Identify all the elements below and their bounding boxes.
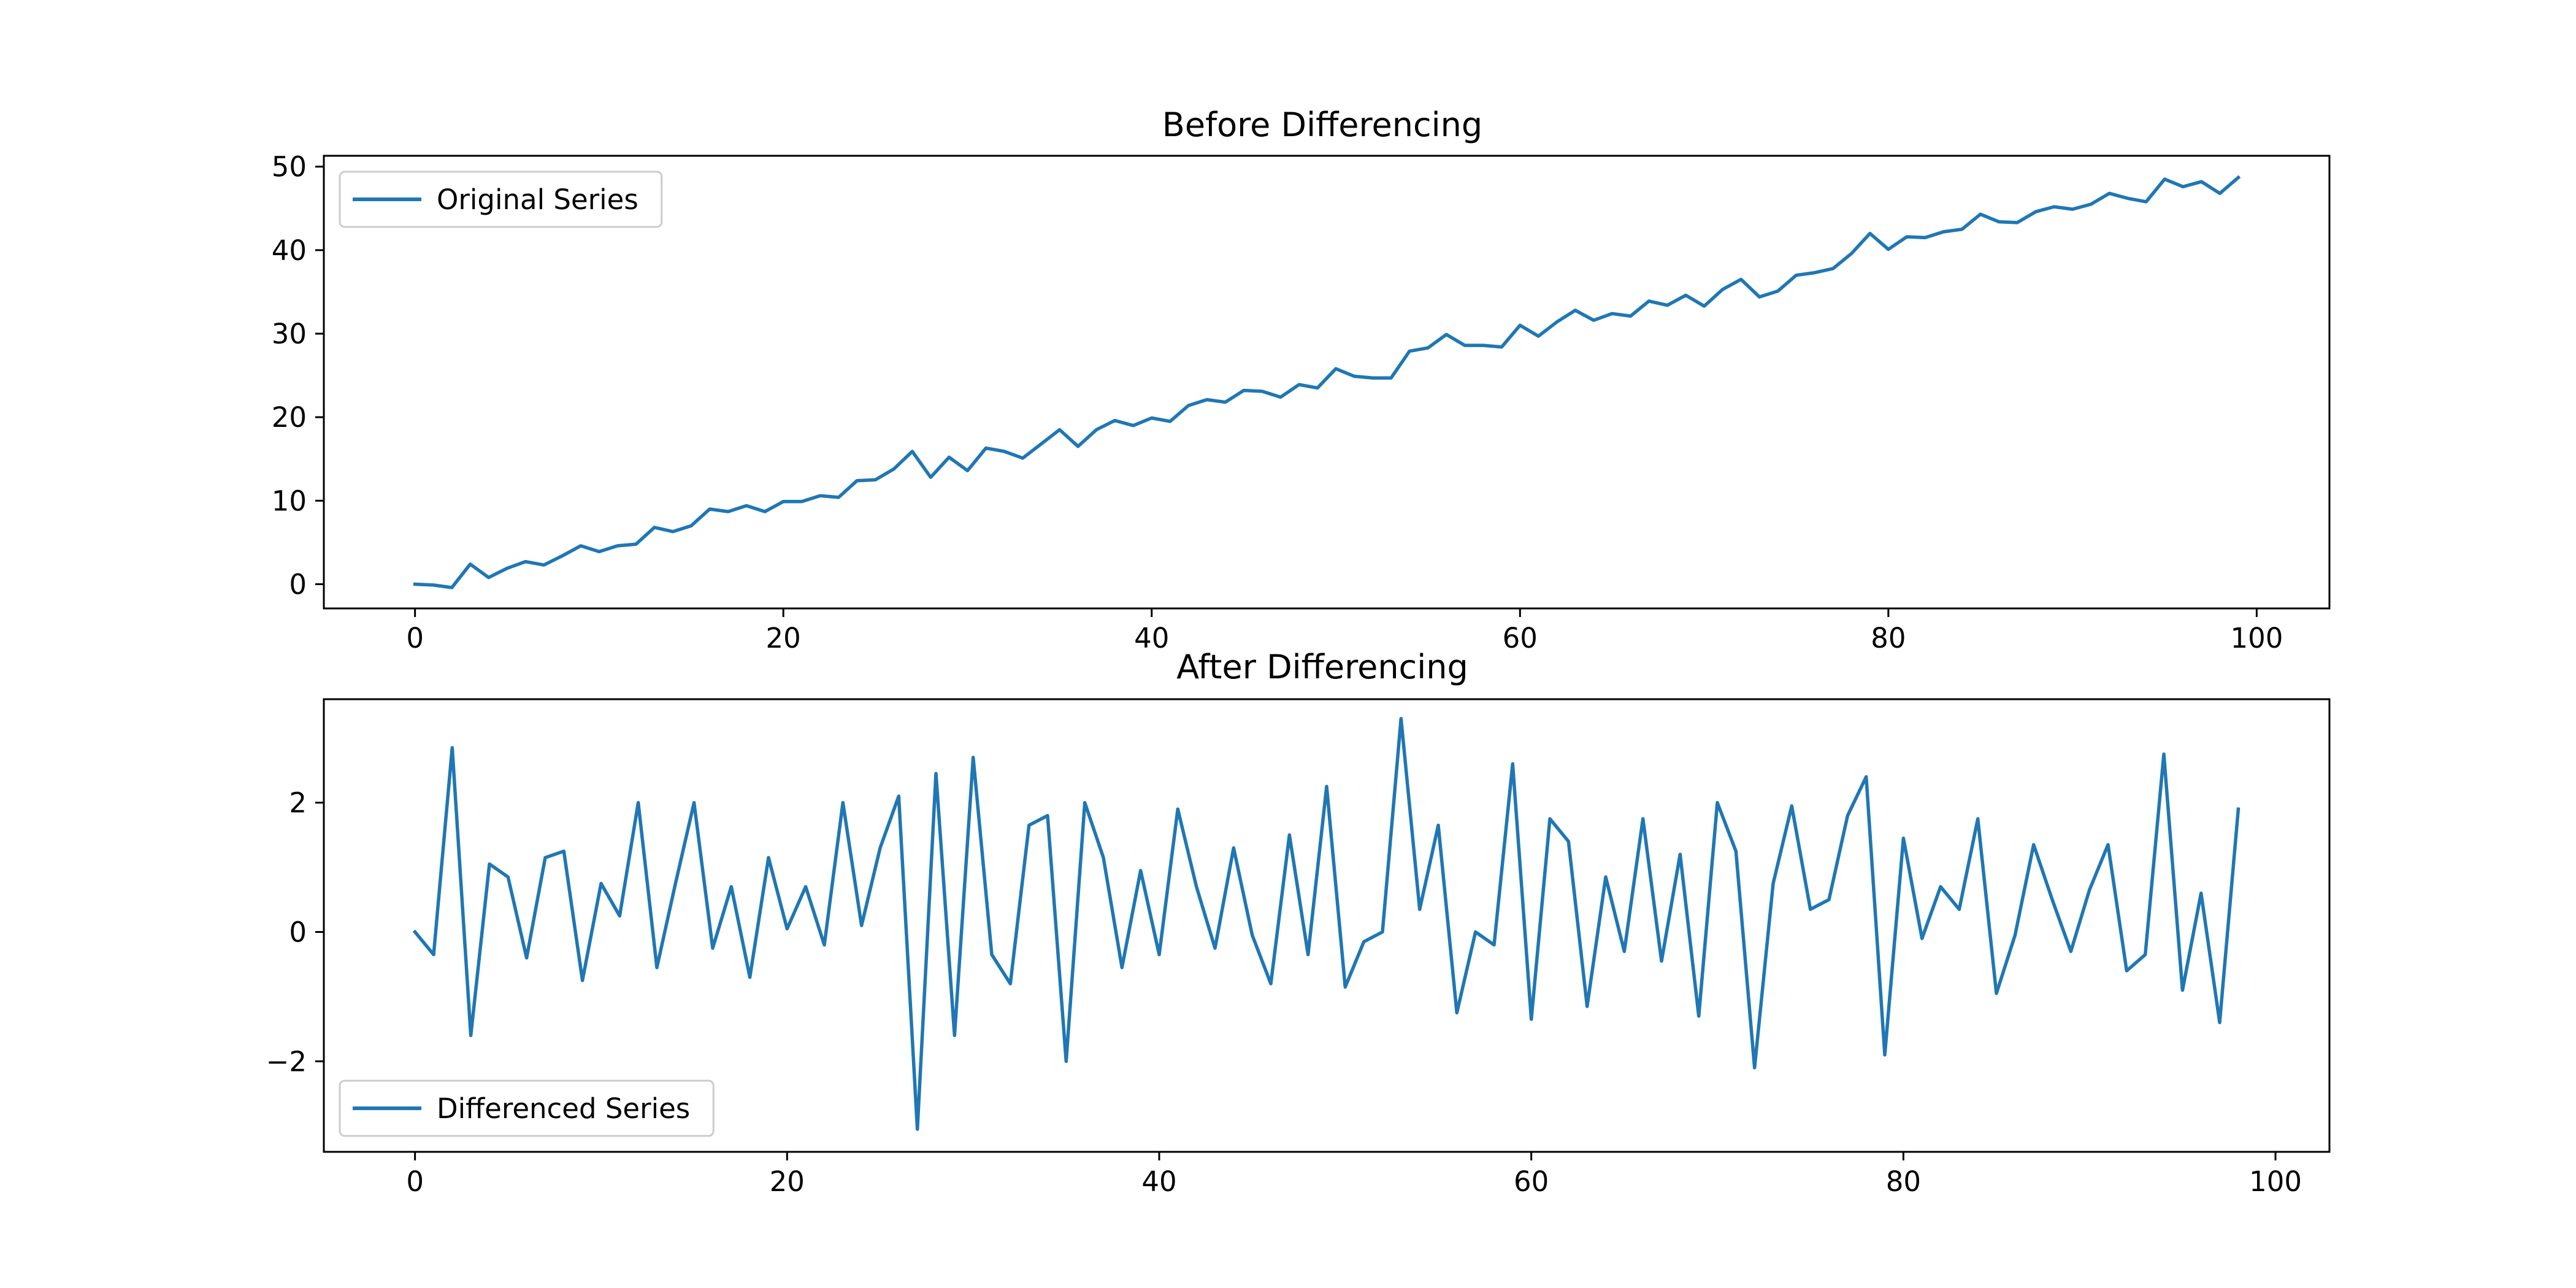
x-tick-label: 60 (1514, 1165, 1549, 1198)
series-line-original-series (413, 175, 2241, 589)
chart-title-before: Before Differencing (1162, 105, 1482, 144)
axis-ticks-before: 0 20 40 60 80 100 0 10 20 30 40 50 (272, 151, 2283, 654)
y-tick-label: 40 (272, 234, 307, 267)
y-tick-label: 2 (289, 787, 307, 819)
axes-frame (323, 155, 2331, 610)
legend-box (339, 1079, 715, 1137)
series-line-differenced-series (412, 716, 2241, 1131)
subplot-after-differencing: After Differencing 0 20 40 60 80 100 −2 0 2 Diff… (266, 648, 2331, 1198)
y-tick-label: 20 (272, 401, 307, 434)
legend-label-differenced-series: Differenced Series (437, 1092, 690, 1125)
y-tick-label: 0 (289, 569, 307, 601)
chart-title-after: After Differencing (1176, 648, 1468, 686)
x-tick-label: 0 (406, 1165, 424, 1198)
y-tick-label: 0 (289, 916, 307, 949)
x-tick-label: 60 (1503, 622, 1538, 654)
axes-frame (323, 698, 2331, 1153)
x-tick-label: 0 (406, 622, 424, 654)
x-tick-label: 40 (1141, 1165, 1176, 1198)
subplot-before-differencing: Before Differencing 0 20 40 60 80 100 0 10 20 30 4… (272, 105, 2331, 654)
x-tick-label: 100 (2249, 1165, 2302, 1198)
x-tick-label: 20 (766, 622, 801, 654)
x-tick-label: 20 (770, 1165, 805, 1198)
x-tick-label: 100 (2230, 622, 2283, 654)
legend-before: Original Series (339, 171, 663, 228)
legend-after: Differenced Series (339, 1079, 715, 1137)
plot-area-before (323, 155, 2331, 610)
axis-ticks-after: 0 20 40 60 80 100 −2 0 2 (266, 787, 2302, 1198)
y-tick-label: 50 (272, 151, 307, 183)
y-tick-label: 10 (272, 485, 307, 517)
y-tick-label: 30 (272, 318, 307, 350)
x-tick-label: 80 (1886, 1165, 1921, 1198)
x-tick-label: 40 (1134, 622, 1169, 654)
plot-area-after (323, 698, 2331, 1153)
x-tick-label: 80 (1871, 622, 1906, 654)
legend-label-original-series: Original Series (437, 183, 638, 216)
y-tick-label: −2 (266, 1045, 307, 1078)
legend-box (339, 171, 663, 228)
